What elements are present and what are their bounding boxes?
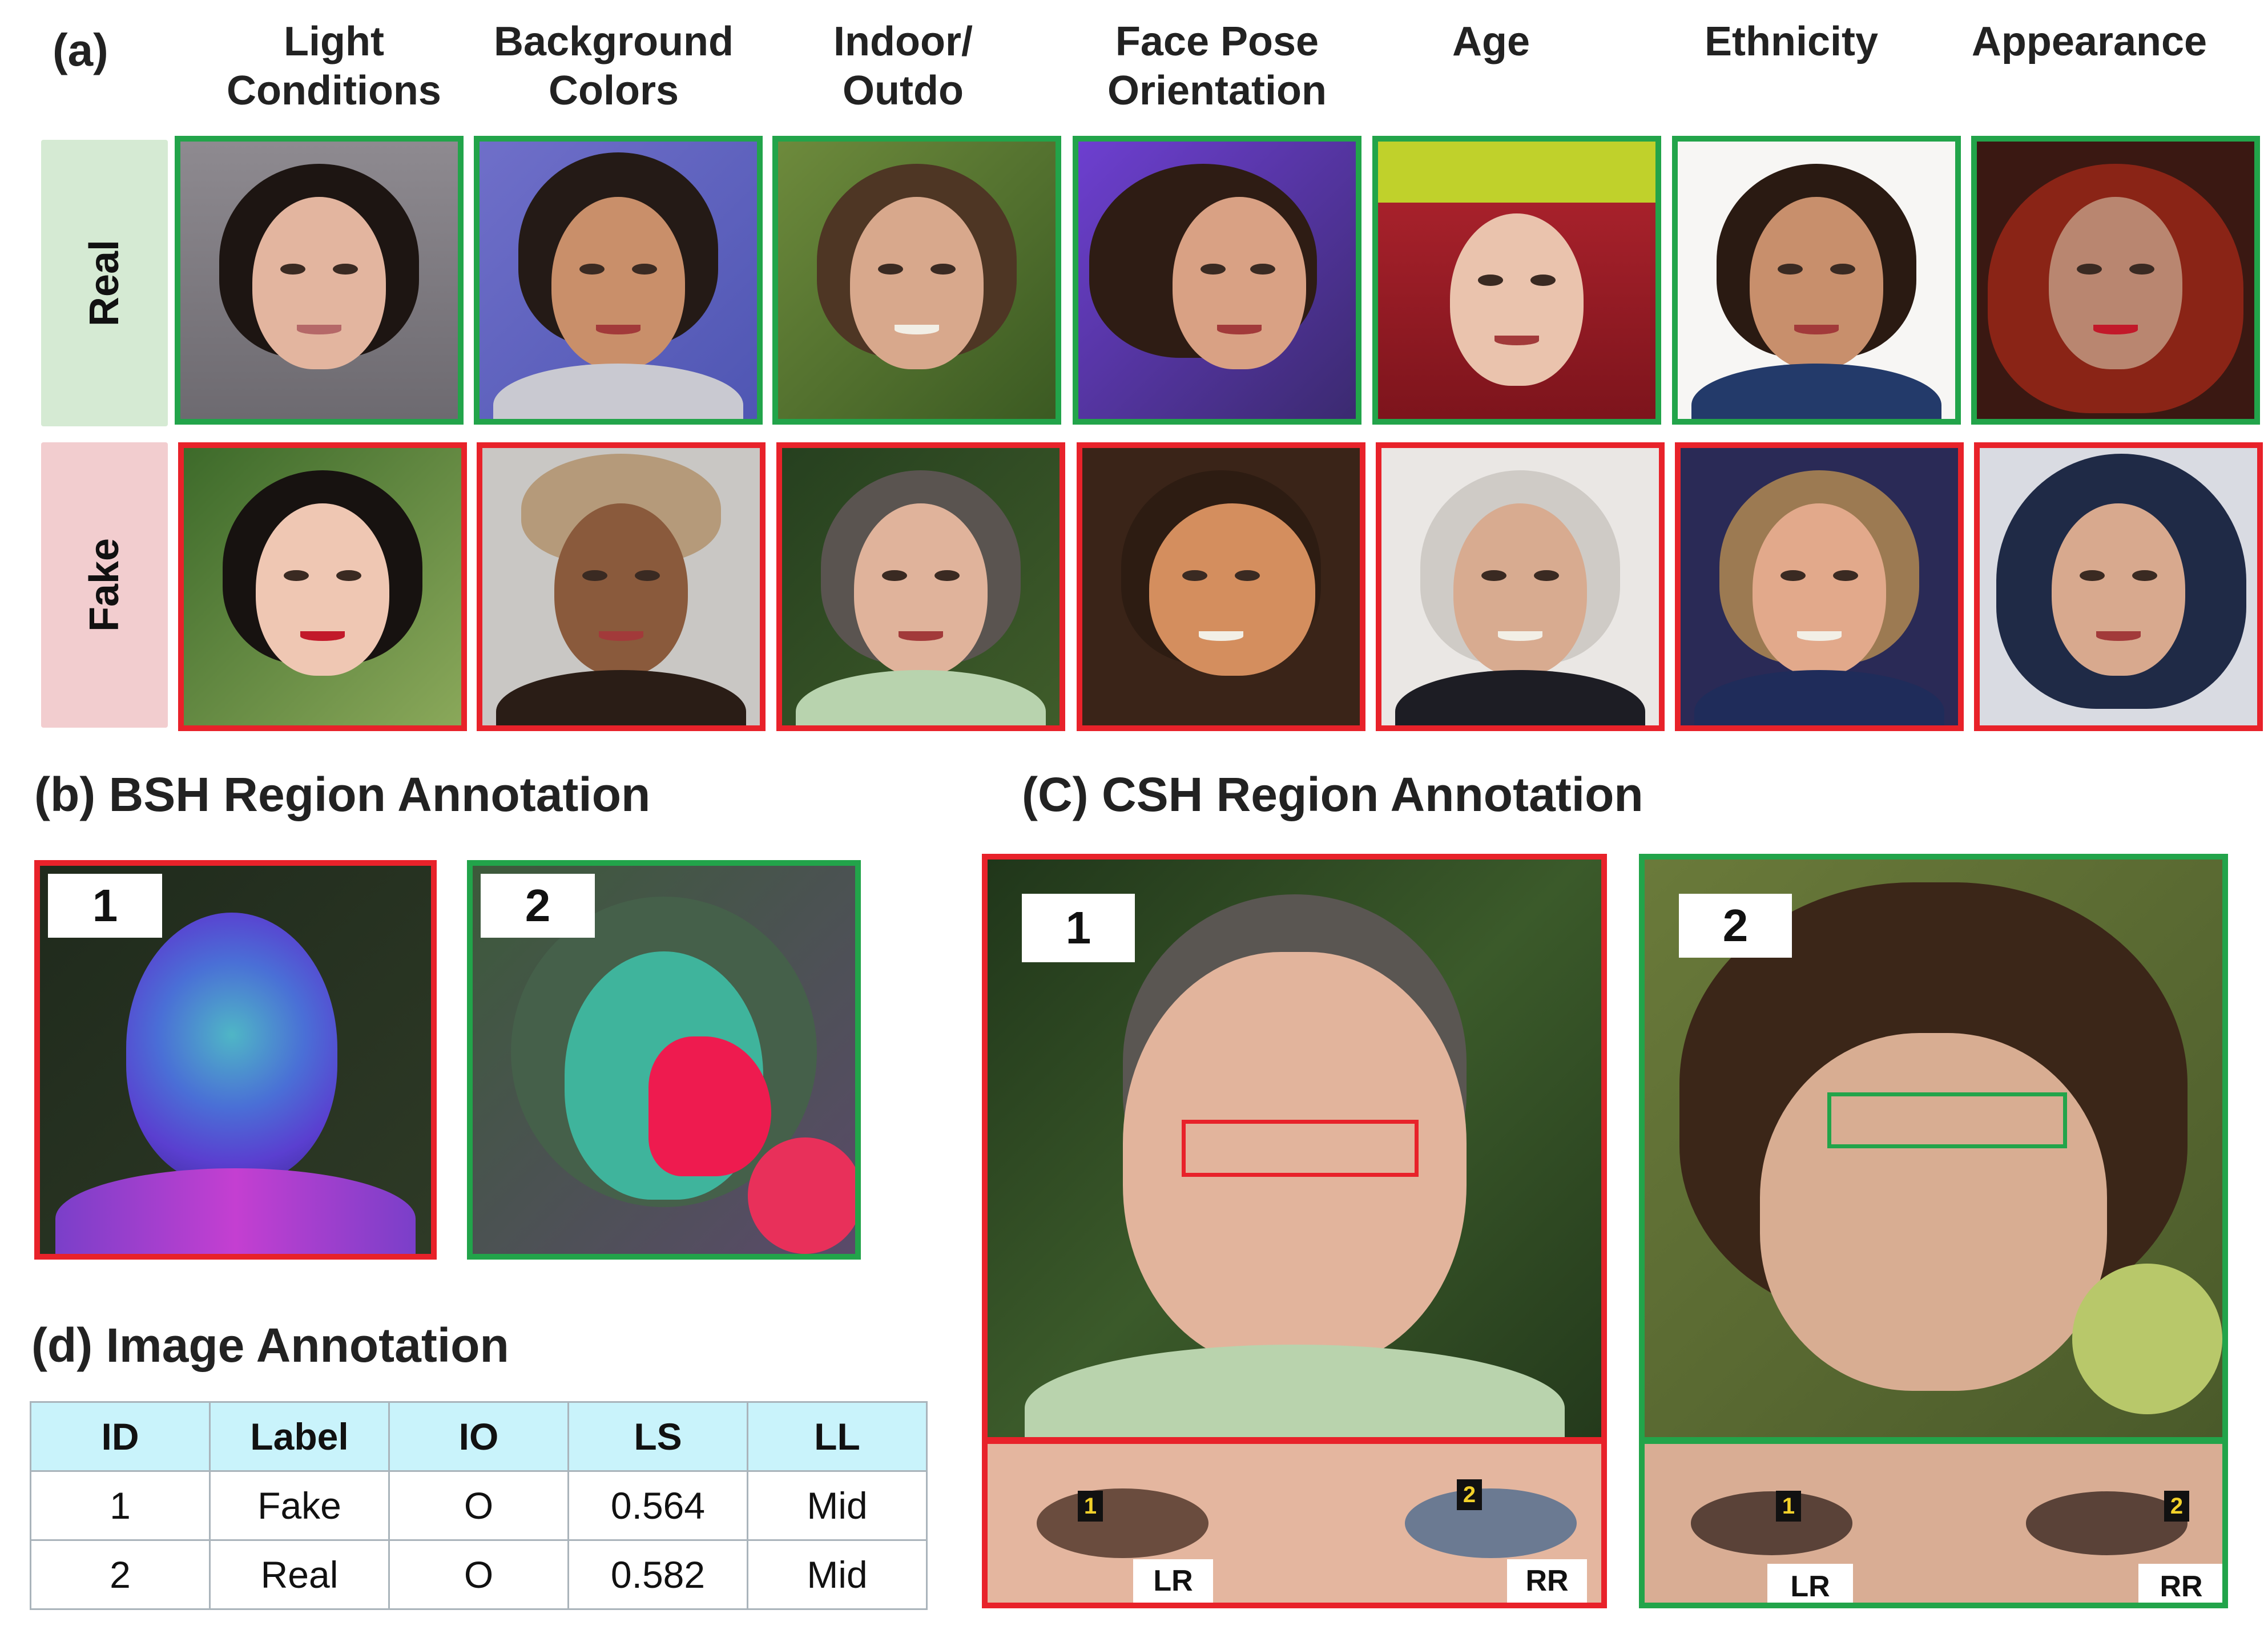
table-cell: Mid bbox=[747, 1539, 928, 1610]
fake-image-background bbox=[477, 442, 766, 731]
col-head-line: Age bbox=[1452, 19, 1530, 64]
real-image-face-pose bbox=[1073, 136, 1361, 425]
csh-eye-crop-1: 1 2 LR RR bbox=[982, 1438, 1607, 1608]
table-cell: O bbox=[388, 1470, 569, 1541]
table-header-ll: LL bbox=[747, 1401, 928, 1472]
table-cell: 1 bbox=[30, 1470, 211, 1541]
csh-rr-tag-1: RR bbox=[1507, 1559, 1587, 1603]
csh-number-1: 1 bbox=[1022, 894, 1135, 962]
col-head-light: Light Conditions bbox=[186, 17, 482, 115]
fake-image-age bbox=[1376, 442, 1665, 731]
csh-marker-right-1: 2 bbox=[1457, 1479, 1482, 1510]
bsh-number-2: 2 bbox=[481, 874, 595, 938]
col-head-line: Appearance bbox=[1971, 19, 2207, 64]
col-head-line: Orientation bbox=[1107, 68, 1327, 114]
row-label-fake: Fake bbox=[41, 442, 168, 728]
row-label-real: Real bbox=[41, 140, 168, 426]
table-cell: O bbox=[388, 1539, 569, 1610]
col-head-line: Colors bbox=[548, 68, 679, 114]
fake-image-appearance bbox=[1974, 442, 2263, 731]
col-head-line: Conditions bbox=[227, 68, 441, 114]
table-header-row: ID Label IO LS LL bbox=[30, 1401, 928, 1472]
panel-d-title: (d) Image Annotation bbox=[31, 1318, 509, 1372]
col-head-age: Age bbox=[1343, 17, 1639, 66]
real-image-background bbox=[474, 136, 763, 425]
table-header-label: Label bbox=[209, 1401, 390, 1472]
col-head-line: Outdo bbox=[843, 68, 964, 114]
real-image-indoor-outdoor bbox=[772, 136, 1061, 425]
annotation-table: ID Label IO LS LL 1 Fake O 0.564 Mid 2 R… bbox=[30, 1401, 928, 1610]
fake-image-face-pose bbox=[1077, 442, 1365, 731]
col-head-line: Face Pose bbox=[1115, 19, 1319, 64]
panel-c-title: (C) CSH Region Annotation bbox=[1022, 768, 1643, 821]
bsh-image-2: 2 bbox=[467, 860, 861, 1260]
fake-image-light bbox=[178, 442, 467, 731]
table-cell: 2 bbox=[30, 1539, 211, 1610]
table-header-ls: LS bbox=[567, 1401, 748, 1472]
table-cell: Real bbox=[209, 1539, 390, 1610]
fake-image-indoor-outdoor bbox=[776, 442, 1065, 731]
csh-eye-crop-2: 1 2 LR RR bbox=[1639, 1438, 2228, 1608]
panel-b-title: (b) BSH Region Annotation bbox=[34, 768, 651, 821]
csh-rr-tag-2: RR bbox=[2138, 1564, 2222, 1603]
table-header-id: ID bbox=[30, 1401, 211, 1472]
csh-image-2: 2 bbox=[1639, 854, 2228, 1443]
row-label-text: Real bbox=[82, 239, 127, 327]
col-head-ethnicity: Ethnicity bbox=[1643, 17, 1940, 66]
bsh-number-1: 1 bbox=[48, 874, 162, 938]
row-label-text: Fake bbox=[81, 538, 127, 632]
table-row: 1 Fake O 0.564 Mid bbox=[30, 1470, 928, 1541]
fake-image-ethnicity bbox=[1675, 442, 1964, 731]
col-head-line: Indoor/ bbox=[833, 19, 973, 64]
table-cell: 0.564 bbox=[567, 1470, 748, 1541]
table-row: 2 Real O 0.582 Mid bbox=[30, 1539, 928, 1610]
col-head-face-pose: Face Pose Orientation bbox=[1069, 17, 1365, 115]
col-head-background: Background Colors bbox=[465, 17, 762, 115]
real-image-ethnicity bbox=[1672, 136, 1961, 425]
table-cell: Fake bbox=[209, 1470, 390, 1541]
csh-lr-tag-1: LR bbox=[1133, 1559, 1213, 1603]
csh-eye-region-box-1 bbox=[1182, 1120, 1419, 1177]
bsh-image-1: 1 bbox=[34, 860, 437, 1260]
csh-eye-region-box-2 bbox=[1827, 1092, 2067, 1148]
col-head-indoor-outdoor: Indoor/Outdo bbox=[755, 17, 1052, 115]
csh-marker-left-1: 1 bbox=[1078, 1491, 1103, 1522]
real-image-light bbox=[175, 136, 464, 425]
table-cell: Mid bbox=[747, 1470, 928, 1541]
table-cell: 0.582 bbox=[567, 1539, 748, 1610]
csh-lr-tag-2: LR bbox=[1767, 1564, 1853, 1603]
csh-marker-left-2: 1 bbox=[1776, 1491, 1801, 1522]
csh-image-1: 1 bbox=[982, 854, 1607, 1443]
table-header-io: IO bbox=[388, 1401, 569, 1472]
col-head-line: Ethnicity bbox=[1704, 19, 1879, 64]
csh-marker-right-2: 2 bbox=[2164, 1491, 2189, 1522]
csh-number-2: 2 bbox=[1679, 894, 1792, 958]
col-head-line: Light bbox=[284, 19, 384, 64]
col-head-line: Background bbox=[493, 19, 734, 64]
real-image-appearance bbox=[1971, 136, 2260, 425]
col-head-appearance: Appearance bbox=[1941, 17, 2238, 66]
real-image-age bbox=[1372, 136, 1661, 425]
panel-a-label: (a) bbox=[53, 25, 108, 75]
